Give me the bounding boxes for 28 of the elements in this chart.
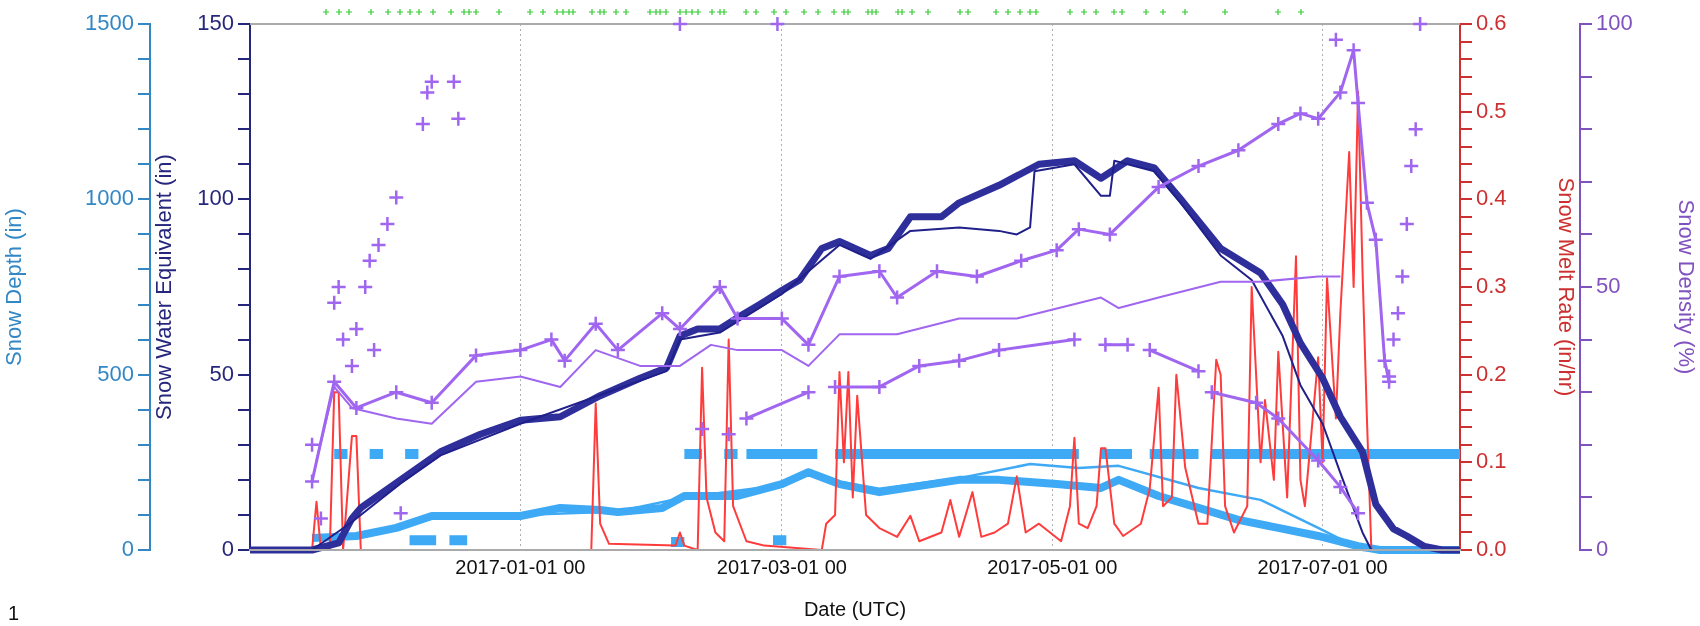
y3-tick-label: 500 <box>97 360 134 386</box>
y-tick-label: 50 <box>209 360 234 386</box>
y3-tick-label: 1000 <box>85 185 134 211</box>
y2-tick-label: 0.0 <box>1476 536 1507 562</box>
y-tick-label: 150 <box>197 10 234 36</box>
y2-tick-label: 0.4 <box>1476 185 1507 211</box>
y2-tick-label: 0.6 <box>1476 10 1507 36</box>
y-tick-label: 100 <box>197 185 234 211</box>
x-tick-label: 2017-01-01 00 <box>455 555 586 578</box>
x-tick-label: 2017-03-01 00 <box>716 555 847 578</box>
y2-axis-title: Snow Melt Rate (in/hr) <box>1553 177 1579 397</box>
x-tick-label: 2017-07-01 00 <box>1257 555 1388 578</box>
y2-tick-label: 0.3 <box>1476 273 1507 299</box>
y-tick-label: 0 <box>221 536 234 562</box>
y2-tick-label: 0.1 <box>1476 448 1507 474</box>
x-axis-title: Date (UTC) <box>803 597 907 620</box>
y3-axis-title: Snow Depth (in) <box>1 208 27 366</box>
x-tick-label: 2017-05-01 00 <box>987 555 1118 578</box>
y3-tick-label: 1500 <box>85 10 134 36</box>
y2-tick-label: 0.5 <box>1476 97 1507 123</box>
y-tick-label: 50 <box>1596 273 1621 299</box>
y2-tick-label: 0.2 <box>1476 360 1507 386</box>
text: 1 <box>8 601 20 624</box>
y3-tick-label: 0 <box>121 536 134 562</box>
y-tick-label: 0 <box>1596 536 1609 562</box>
y-axis-title: Snow Water Equivalent (in) <box>151 154 177 420</box>
y-axis-title: Snow Density (%) <box>1673 199 1699 375</box>
y-tick-label: 100 <box>1596 10 1633 36</box>
